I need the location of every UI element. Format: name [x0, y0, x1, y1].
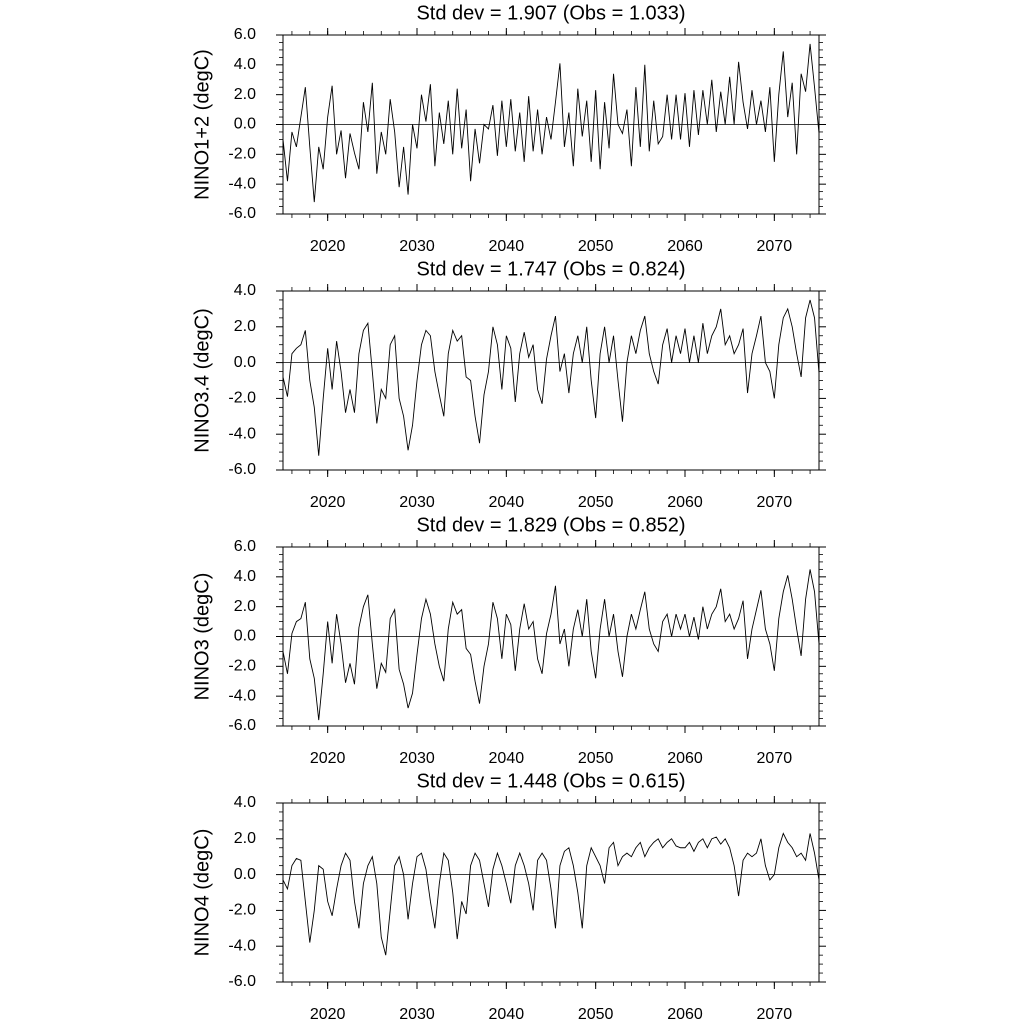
x-tick-label: 2020: [310, 238, 346, 255]
panel-title: Std dev = 1.907 (Obs = 1.033): [416, 2, 685, 24]
x-tick-label: 2070: [757, 750, 793, 767]
x-tick-label: 2030: [399, 238, 435, 255]
x-tick-label: 2060: [667, 750, 703, 767]
x-tick-label: 2060: [667, 1006, 703, 1023]
x-tick-label: 2030: [399, 750, 435, 767]
x-tick-label: 2050: [578, 750, 614, 767]
y-tick-label: 4.0: [234, 56, 256, 73]
y-tick-label: -6.0: [228, 461, 256, 478]
plot-frame: [282, 802, 820, 983]
y-tick-label: 2.0: [234, 318, 256, 335]
panel-title: Std dev = 1.829 (Obs = 0.852): [416, 514, 685, 536]
y-tick-label: -2.0: [228, 146, 256, 163]
y-tick-label: 2.0: [234, 598, 256, 615]
panel-title: Std dev = 1.448 (Obs = 0.615): [416, 770, 685, 792]
x-tick-label: 2020: [310, 1006, 346, 1023]
x-tick-label: 2040: [489, 750, 525, 767]
y-tick-label: -4.0: [228, 687, 256, 704]
x-tick-label: 2070: [757, 1006, 793, 1023]
y-axis-label: NINO3 (degC): [191, 573, 213, 701]
y-tick-label: 2.0: [234, 830, 256, 847]
panel-title: Std dev = 1.747 (Obs = 0.824): [416, 258, 685, 280]
y-tick-label: 0.0: [234, 116, 256, 133]
y-tick-label: -4.0: [228, 937, 256, 954]
y-tick-label: -2.0: [228, 902, 256, 919]
y-tick-label: 0.0: [234, 354, 256, 371]
x-tick-label: 2050: [578, 238, 614, 255]
y-tick-label: -4.0: [228, 425, 256, 442]
y-axis-label: NINO1+2 (degC): [191, 49, 213, 200]
y-tick-label: -4.0: [228, 175, 256, 192]
y-tick-label: -6.0: [228, 205, 256, 222]
plot-frame: [282, 546, 820, 727]
y-tick-label: 2.0: [234, 86, 256, 103]
plot-frame: [282, 290, 820, 471]
x-tick-label: 2050: [578, 494, 614, 511]
x-tick-label: 2040: [489, 494, 525, 511]
x-tick-label: 2020: [310, 494, 346, 511]
y-tick-label: -2.0: [228, 658, 256, 675]
y-axis-label: NINO3.4 (degC): [191, 308, 213, 453]
plot-frame: [282, 34, 820, 215]
x-tick-label: 2030: [399, 1006, 435, 1023]
y-tick-label: 0.0: [234, 628, 256, 645]
data-line: [282, 569, 820, 721]
x-tick-label: 2050: [578, 1006, 614, 1023]
y-tick-label: 4.0: [234, 794, 256, 811]
y-tick-label: -6.0: [228, 973, 256, 990]
y-tick-label: 4.0: [234, 568, 256, 585]
y-tick-label: 0.0: [234, 866, 256, 883]
y-tick-label: 4.0: [234, 282, 256, 299]
y-tick-label: -6.0: [228, 717, 256, 734]
x-tick-label: 2040: [489, 1006, 525, 1023]
y-axis-label: NINO4 (degC): [191, 829, 213, 957]
x-tick-label: 2030: [399, 494, 435, 511]
data-line: [282, 43, 820, 203]
y-tick-label: 6.0: [234, 26, 256, 43]
x-tick-label: 2020: [310, 750, 346, 767]
x-tick-label: 2070: [757, 494, 793, 511]
y-tick-label: 6.0: [234, 538, 256, 555]
x-tick-label: 2060: [667, 238, 703, 255]
x-tick-label: 2070: [757, 238, 793, 255]
x-tick-label: 2040: [489, 238, 525, 255]
data-line: [282, 299, 820, 456]
x-tick-label: 2060: [667, 494, 703, 511]
data-line: [282, 832, 820, 956]
y-tick-label: -2.0: [228, 390, 256, 407]
